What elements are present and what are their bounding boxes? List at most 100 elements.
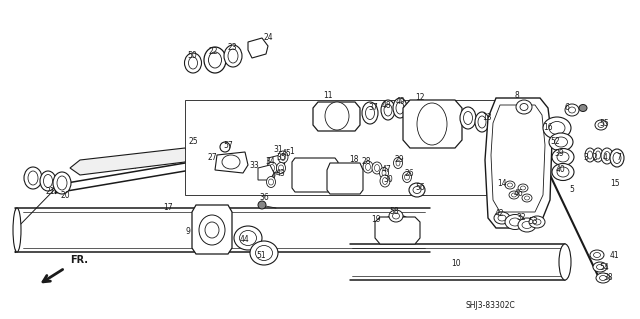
Text: 19: 19 bbox=[371, 216, 381, 225]
Ellipse shape bbox=[380, 175, 390, 187]
Ellipse shape bbox=[389, 210, 403, 222]
Ellipse shape bbox=[508, 183, 513, 187]
Text: 20: 20 bbox=[60, 190, 70, 199]
Ellipse shape bbox=[184, 53, 202, 73]
Text: 54: 54 bbox=[599, 263, 609, 271]
Ellipse shape bbox=[595, 120, 607, 130]
Ellipse shape bbox=[593, 148, 603, 162]
Ellipse shape bbox=[269, 179, 273, 185]
Ellipse shape bbox=[511, 193, 516, 197]
Ellipse shape bbox=[258, 201, 266, 209]
Text: 2: 2 bbox=[593, 152, 597, 161]
Text: 40: 40 bbox=[555, 165, 565, 174]
Ellipse shape bbox=[598, 122, 604, 128]
Ellipse shape bbox=[382, 215, 412, 237]
Ellipse shape bbox=[234, 226, 262, 250]
Text: 30: 30 bbox=[383, 174, 393, 183]
Ellipse shape bbox=[509, 218, 520, 226]
Ellipse shape bbox=[590, 250, 604, 260]
Text: SHJ3-83302C: SHJ3-83302C bbox=[465, 300, 515, 309]
Ellipse shape bbox=[522, 221, 532, 228]
Ellipse shape bbox=[494, 212, 510, 224]
Ellipse shape bbox=[267, 170, 275, 180]
Ellipse shape bbox=[267, 162, 277, 174]
Ellipse shape bbox=[222, 155, 240, 169]
Text: 17: 17 bbox=[163, 204, 173, 212]
Polygon shape bbox=[313, 102, 360, 131]
Ellipse shape bbox=[559, 244, 571, 280]
Ellipse shape bbox=[588, 151, 593, 159]
Ellipse shape bbox=[478, 116, 486, 128]
Ellipse shape bbox=[40, 171, 56, 191]
Ellipse shape bbox=[520, 103, 528, 110]
Text: 52: 52 bbox=[550, 137, 560, 145]
Ellipse shape bbox=[396, 160, 400, 166]
Text: 8: 8 bbox=[515, 91, 520, 100]
Text: 45: 45 bbox=[281, 149, 291, 158]
Text: 29: 29 bbox=[394, 154, 404, 164]
Polygon shape bbox=[491, 105, 545, 212]
Ellipse shape bbox=[382, 170, 386, 176]
Text: 51: 51 bbox=[256, 250, 266, 259]
Polygon shape bbox=[258, 165, 274, 180]
Text: 14: 14 bbox=[497, 179, 507, 188]
Ellipse shape bbox=[393, 98, 407, 118]
Ellipse shape bbox=[460, 107, 476, 129]
Ellipse shape bbox=[498, 215, 506, 221]
Ellipse shape bbox=[255, 246, 273, 261]
Ellipse shape bbox=[189, 57, 198, 69]
Text: 26: 26 bbox=[404, 168, 414, 177]
Ellipse shape bbox=[362, 102, 378, 124]
Ellipse shape bbox=[209, 52, 221, 68]
Text: 43: 43 bbox=[275, 168, 285, 177]
Ellipse shape bbox=[363, 161, 373, 173]
Ellipse shape bbox=[396, 102, 404, 114]
Ellipse shape bbox=[13, 208, 21, 252]
Text: 48: 48 bbox=[381, 100, 391, 109]
Text: 41: 41 bbox=[609, 250, 619, 259]
Ellipse shape bbox=[549, 133, 573, 151]
Ellipse shape bbox=[533, 219, 541, 225]
Text: 11: 11 bbox=[323, 91, 333, 100]
Ellipse shape bbox=[520, 186, 525, 190]
Ellipse shape bbox=[239, 231, 257, 246]
Ellipse shape bbox=[392, 213, 399, 219]
Text: 6: 6 bbox=[564, 103, 570, 113]
Ellipse shape bbox=[595, 151, 600, 159]
Text: 9: 9 bbox=[186, 227, 191, 236]
Ellipse shape bbox=[505, 181, 515, 189]
Ellipse shape bbox=[601, 148, 613, 164]
Text: 12: 12 bbox=[415, 93, 425, 101]
Text: 27: 27 bbox=[207, 153, 217, 162]
Text: 56: 56 bbox=[415, 183, 425, 192]
Text: 15: 15 bbox=[610, 179, 620, 188]
Ellipse shape bbox=[205, 222, 219, 238]
Text: 25: 25 bbox=[188, 137, 198, 146]
Ellipse shape bbox=[516, 100, 532, 114]
Text: 7: 7 bbox=[616, 153, 621, 162]
Text: FR.: FR. bbox=[70, 255, 88, 265]
Text: 34: 34 bbox=[265, 158, 275, 167]
Ellipse shape bbox=[518, 184, 528, 192]
Polygon shape bbox=[485, 98, 552, 228]
Text: 44: 44 bbox=[240, 235, 250, 244]
Ellipse shape bbox=[409, 183, 425, 197]
Ellipse shape bbox=[596, 264, 604, 270]
Ellipse shape bbox=[522, 194, 532, 202]
Ellipse shape bbox=[228, 49, 238, 63]
Ellipse shape bbox=[24, 167, 42, 189]
Text: 37: 37 bbox=[368, 102, 378, 112]
Polygon shape bbox=[292, 158, 338, 192]
Ellipse shape bbox=[600, 276, 607, 280]
Text: 18: 18 bbox=[349, 155, 359, 165]
Text: 57: 57 bbox=[223, 140, 233, 150]
Ellipse shape bbox=[374, 165, 380, 172]
Text: 47: 47 bbox=[382, 166, 392, 174]
Text: 53: 53 bbox=[528, 218, 538, 226]
Text: 13: 13 bbox=[482, 113, 492, 122]
Ellipse shape bbox=[325, 102, 349, 130]
Ellipse shape bbox=[372, 162, 382, 174]
Ellipse shape bbox=[384, 104, 392, 116]
Ellipse shape bbox=[53, 172, 71, 194]
Text: 22: 22 bbox=[208, 48, 218, 56]
